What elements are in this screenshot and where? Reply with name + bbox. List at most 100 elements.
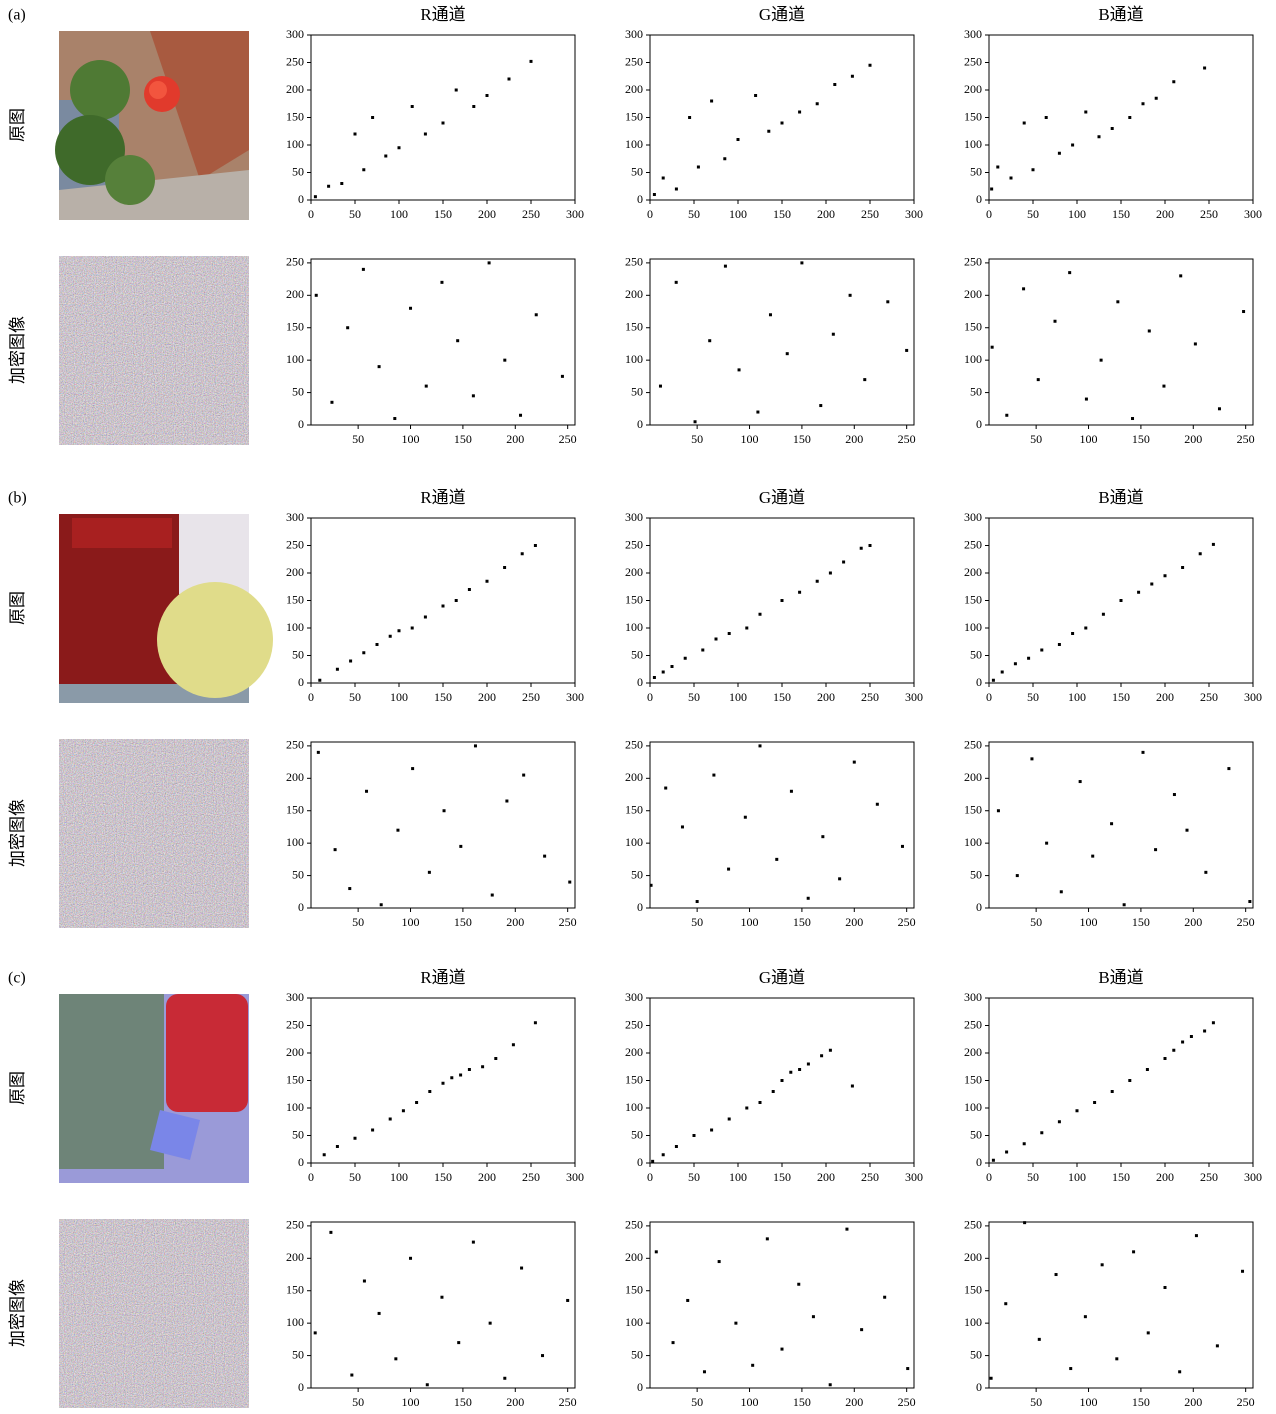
point (543, 854, 547, 858)
y-tick-label: 100 (625, 1100, 643, 1114)
point (384, 154, 388, 158)
x-tick-label: 0 (308, 207, 314, 221)
point (674, 280, 678, 284)
point (1099, 358, 1103, 362)
y-tick-label: 150 (286, 319, 304, 333)
point (797, 1282, 801, 1286)
point (1131, 417, 1135, 421)
point (996, 809, 1000, 813)
point (1163, 1285, 1167, 1289)
x-tick-label: 100 (390, 207, 408, 221)
x-tick-label: 200 (506, 432, 524, 446)
point (1110, 1090, 1114, 1093)
point (838, 877, 842, 881)
x-tick-label: 50 (1027, 1170, 1039, 1184)
point (1128, 116, 1132, 119)
point (710, 1128, 714, 1132)
y-tick-label: 200 (625, 1250, 643, 1264)
point (1193, 342, 1197, 346)
point (541, 1354, 545, 1358)
y-tick-label: 50 (631, 647, 643, 661)
x-tick-label: 100 (1068, 1170, 1086, 1184)
point (327, 184, 331, 188)
point (1217, 407, 1221, 411)
point (652, 193, 656, 196)
point (1150, 582, 1154, 586)
y-tick-label: 250 (286, 738, 304, 752)
x-tick-label: 250 (522, 1170, 540, 1184)
x-tick-label: 100 (390, 690, 408, 704)
x-tick-label: 150 (1132, 432, 1150, 446)
point (1045, 841, 1049, 845)
point (410, 105, 414, 108)
point (318, 678, 322, 682)
point (1145, 1068, 1149, 1071)
y-tick-label: 0 (976, 417, 982, 431)
y-tick-label: 150 (964, 592, 982, 606)
point (1084, 110, 1088, 114)
y-tick-label: 50 (631, 1127, 643, 1141)
y-tick-label: 100 (286, 352, 304, 366)
point (875, 802, 879, 806)
point (696, 165, 700, 169)
point (1054, 1273, 1058, 1277)
point (1154, 96, 1158, 100)
point (743, 815, 747, 819)
x-tick-label: 300 (1244, 207, 1262, 221)
point (1198, 552, 1202, 556)
point (780, 599, 784, 602)
point (377, 1311, 381, 1315)
point (692, 1134, 696, 1137)
y-tick-label: 250 (286, 1218, 304, 1232)
y-tick-label: 150 (286, 592, 304, 606)
x-tick-label: 200 (845, 915, 863, 929)
y-tick-label: 0 (298, 900, 304, 914)
y-tick-label: 300 (964, 990, 982, 1004)
point (350, 1373, 354, 1377)
x-tick-label: 0 (647, 1170, 653, 1184)
x-tick-label: 150 (454, 915, 472, 929)
x-tick-label: 300 (1244, 1170, 1262, 1184)
point (566, 1298, 570, 1302)
point (396, 828, 400, 832)
y-tick-label: 250 (964, 537, 982, 551)
y-tick-label: 200 (286, 287, 304, 301)
y-tick-label: 200 (625, 1045, 643, 1059)
x-tick-label: 50 (1030, 432, 1042, 446)
point (868, 544, 872, 547)
x-tick-label: 300 (905, 1170, 923, 1184)
point (353, 132, 357, 136)
x-tick-label: 300 (905, 207, 923, 221)
point (1116, 300, 1120, 304)
point (1040, 648, 1044, 652)
image-a-encrypted (59, 256, 249, 445)
x-tick-label: 50 (688, 207, 700, 221)
point (991, 678, 995, 682)
x-tick-label: 250 (559, 915, 577, 929)
y-tick-label: 100 (964, 835, 982, 849)
plot-frame (649, 258, 915, 426)
point (459, 844, 463, 848)
x-tick-label: 50 (1027, 690, 1039, 704)
y-tick-label: 0 (298, 1155, 304, 1169)
point (1211, 542, 1215, 546)
x-tick-label: 150 (1112, 690, 1130, 704)
point (457, 1341, 461, 1345)
point (806, 896, 810, 900)
point (990, 187, 994, 191)
point (723, 264, 727, 268)
y-tick-label: 300 (964, 27, 982, 41)
chart-title: G通道 (759, 968, 805, 987)
y-tick-label: 200 (625, 287, 643, 301)
x-tick-label: 200 (1156, 690, 1174, 704)
x-tick-label: 200 (478, 690, 496, 704)
point (905, 348, 909, 352)
point (519, 413, 523, 417)
y-tick-label: 150 (625, 1282, 643, 1296)
plot-frame (310, 741, 576, 909)
point (490, 893, 494, 897)
x-tick-label: 200 (817, 207, 835, 221)
y-tick-label: 300 (625, 510, 643, 524)
point (1053, 319, 1057, 323)
x-tick-label: 50 (691, 915, 703, 929)
